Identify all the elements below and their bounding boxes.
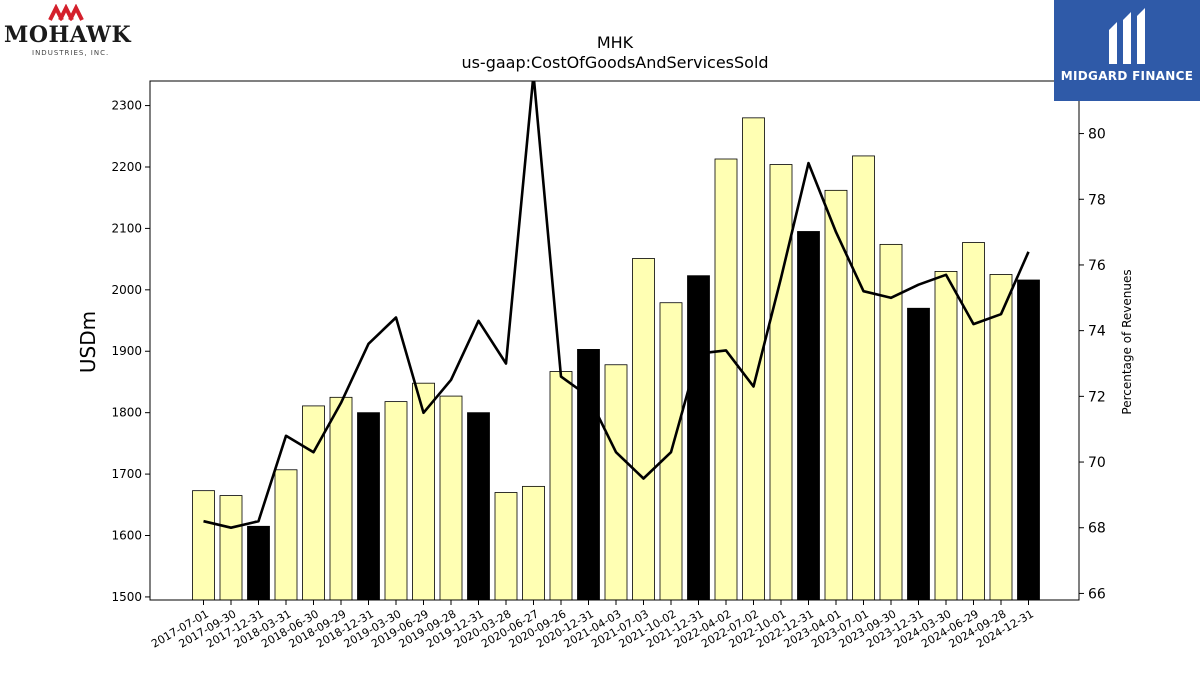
bars-group (192, 117, 1040, 601)
bar-2021-07-03 (632, 258, 655, 601)
bar-2024-12-31 (1017, 279, 1040, 601)
left-axis-ticks: 1500 1600 1700 1800 1900 2000 2100 2200 2300 (111, 99, 150, 604)
bar-2017-09-30 (219, 495, 243, 601)
bar-2023-12-31 (907, 307, 930, 601)
y-tick-label: 2100 (111, 221, 142, 235)
chart-title: MHK (597, 33, 634, 52)
axes-group (149, 80, 1080, 601)
bar-2017-12-31 (247, 525, 270, 601)
bar-2023-07-01 (852, 155, 875, 601)
y-tick-label: 2200 (111, 160, 142, 174)
percentage-line (203, 81, 1030, 529)
bar-2020-12-31 (577, 349, 600, 601)
bar-2017-07-01 (192, 490, 215, 601)
bar-2018-03-31 (274, 469, 298, 601)
bar-2020-03-28 (494, 492, 518, 601)
midgard-mark-icon (1109, 8, 1145, 64)
y-axis-label: USDm (76, 311, 100, 373)
y-tick-label: 1900 (111, 344, 142, 358)
x-axis-ticks: 2017-07-012017-09-302017-12-312018-03-31… (149, 600, 1036, 651)
midgard-wordmark: MIDGARD FINANCE (1060, 69, 1194, 83)
y-tick-label: 1700 (111, 467, 142, 481)
bar-2019-12-31 (467, 412, 490, 601)
bar-2024-03-30 (934, 271, 958, 601)
mohawk-mark-icon (48, 4, 84, 21)
y-tick-label: 1500 (111, 590, 142, 604)
mohawk-tagline: INDUSTRIES, INC. (32, 49, 110, 57)
bar-2020-09-26 (549, 371, 573, 601)
right-axis-ticks: 66 68 70 72 74 76 78 80 (1079, 127, 1106, 602)
bar-2024-06-29 (962, 242, 985, 601)
chart-subtitle: us-gaap:CostOfGoodsAndServicesSold (461, 53, 768, 72)
bar-2023-04-01 (824, 189, 848, 601)
y2-tick-label: 80 (1088, 127, 1106, 143)
bar-2021-12-31 (687, 275, 710, 601)
bar-2018-06-30 (302, 405, 325, 601)
y2-tick-label: 74 (1088, 324, 1106, 340)
mohawk-logo: MOHAWK INDUSTRIES, INC. (4, 4, 132, 60)
bar-2022-04-02 (714, 158, 738, 601)
bar-2024-09-28 (989, 274, 1013, 601)
bar-2022-10-01 (769, 164, 793, 601)
y2-tick-label: 68 (1088, 521, 1106, 537)
plot-frame (149, 80, 1080, 601)
y-tick-label: 2300 (111, 99, 142, 113)
y-tick-label: 1600 (111, 529, 142, 543)
midgard-logo: MIDGARD FINANCE (1054, 0, 1200, 101)
bar-2021-04-03 (604, 364, 628, 601)
bar-2018-09-29 (329, 396, 353, 601)
bar-2019-06-29 (412, 382, 435, 601)
bar-2020-06-27 (522, 485, 545, 601)
y2-tick-label: 72 (1088, 389, 1106, 405)
y2-axis-label: Percentage of Revenues (1120, 269, 1134, 414)
y2-tick-label: 70 (1088, 455, 1106, 471)
bar-2022-12-31 (797, 231, 820, 601)
bar-2018-12-31 (357, 412, 380, 601)
bar-2019-09-28 (439, 395, 463, 601)
y2-tick-label: 76 (1088, 258, 1106, 274)
y-tick-label: 1800 (111, 406, 142, 420)
y2-tick-label: 66 (1088, 586, 1106, 602)
bar-2019-03-30 (384, 401, 408, 601)
y-tick-label: 2000 (111, 283, 142, 297)
y2-tick-label: 78 (1088, 192, 1106, 208)
mohawk-wordmark: MOHAWK (4, 22, 132, 48)
